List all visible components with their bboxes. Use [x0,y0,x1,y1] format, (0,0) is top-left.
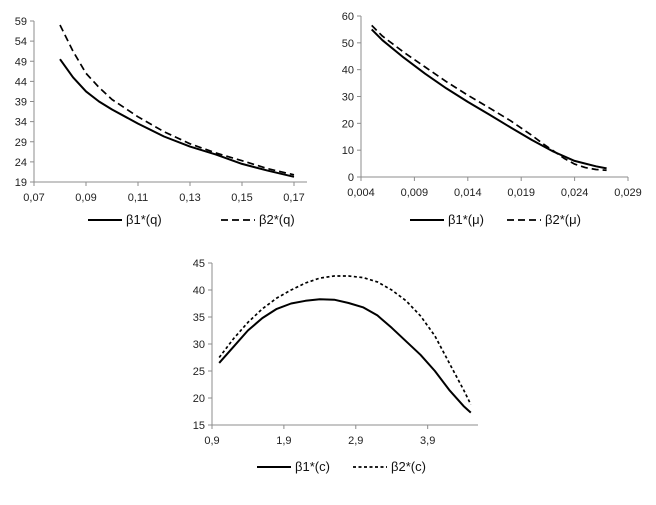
series-line-2-q-2 [59,24,295,176]
y-tick-label: 60 [342,11,354,23]
x-tick-label: 0,014 [454,187,482,199]
x-tick-label: 0,004 [347,187,375,199]
y-tick-label: 29 [15,137,27,149]
legend-label: β2*(q) [259,212,295,227]
series-line-2-2 [371,24,607,172]
y-tick-label: 50 [342,38,354,50]
y-tick-label: 54 [15,36,27,48]
x-tick-label: 0,019 [507,187,535,199]
x-tick-label: 0,17 [283,192,304,204]
x-tick-label: 3,9 [420,435,435,447]
x-tick-label: 0,13 [179,192,200,204]
x-tick-label: 0,11 [128,192,149,204]
x-tick-label: 0,009 [401,187,429,199]
y-tick-label: 40 [193,285,205,297]
y-tick-label: 20 [342,118,354,130]
series-line-1-c-1 [218,298,472,414]
y-tick-label: 25 [193,366,205,378]
legend: β1*(q) β2*(q) [88,212,295,227]
y-tick-label: 24 [15,157,27,169]
series-line-2-c-2 [218,275,472,405]
y-tick-label: 44 [15,76,27,88]
x-tick-label: 0,029 [614,187,642,199]
y-tick-label: 15 [193,420,205,432]
x-tick-label: 1,9 [276,435,291,447]
y-tick-label: 39 [15,97,27,109]
legend-label: β2*(c) [391,459,426,474]
legend: β1*(c) β2*(c) [257,459,426,474]
y-tick-label: 35 [193,312,205,324]
y-tick-label: 20 [193,393,205,405]
y-tick-label: 49 [15,56,27,68]
chart-2: 0 10 20 30 40 50 60 0,004 0,009 0,014 0,019 0,024 0,… [342,11,642,227]
x-tick-label: 0,15 [231,192,252,204]
legend-label: β1*(μ) [448,212,484,227]
x-tick-label: 0,024 [561,187,589,199]
legend-label: β1*(c) [295,459,330,474]
chart-3: 15 20 25 30 35 40 45 0,9 1,9 2,9 3,9 β1*(c) β2*(c) [193,258,478,474]
chart-1: 19 24 29 34 39 44 49 54 59 0,07 0,09 0,11 0,13 0,15 0,… [15,16,307,227]
x-tick-label: 0,9 [204,435,219,447]
y-tick-label: 10 [342,145,354,157]
y-tick-label: 30 [342,92,354,104]
y-tick-label: 40 [342,65,354,77]
legend: β1*(μ) β2*(μ) [410,212,581,227]
y-tick-label: 19 [15,177,27,189]
x-tick-label: 0,07 [23,192,44,204]
series-line-1-1 [370,28,607,170]
series-line-1-q-1 [59,58,295,178]
y-tick-label: 59 [15,16,27,28]
legend-label: β2*(μ) [545,212,581,227]
y-tick-label: 0 [348,172,354,184]
y-tick-label: 30 [193,339,205,351]
y-tick-label: 45 [193,258,205,270]
x-tick-label: 0,09 [75,192,96,204]
x-tick-label: 2,9 [348,435,363,447]
y-tick-label: 34 [15,117,27,129]
legend-label: β1*(q) [126,212,162,227]
